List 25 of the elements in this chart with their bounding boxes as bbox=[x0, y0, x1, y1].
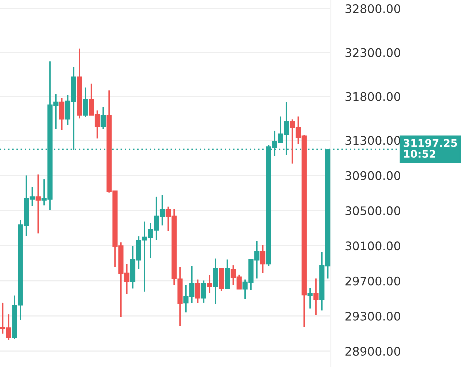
candlestick bbox=[36, 174, 41, 234]
y-tick-label: 28900.00 bbox=[346, 347, 400, 356]
ref-line-label: 31197.25 bbox=[404, 139, 458, 148]
candlestick bbox=[83, 87, 88, 118]
y-tick-label: 30500.00 bbox=[346, 206, 400, 216]
y-tick-label: 29300.00 bbox=[346, 312, 400, 321]
y-tick-label: 30100.00 bbox=[346, 242, 400, 251]
candlestick bbox=[195, 279, 201, 304]
y-tick-label: 29700.00 bbox=[346, 276, 400, 286]
candlestick bbox=[207, 274, 212, 294]
candlestick bbox=[213, 258, 218, 305]
text: 10:52 bbox=[404, 150, 436, 158]
y-tick-label: 31300.00 bbox=[346, 136, 400, 146]
y-tick-label: 32800.00 bbox=[346, 4, 400, 14]
candlestick bbox=[201, 280, 206, 304]
y-tick-label: 30900.00 bbox=[346, 171, 400, 180]
candlestick bbox=[219, 268, 224, 292]
candlestick bbox=[59, 98, 65, 131]
y-tick-label: 32300.00 bbox=[346, 48, 400, 58]
candlestick bbox=[308, 288, 313, 310]
candlestick bbox=[100, 106, 106, 130]
candlestick bbox=[260, 244, 266, 274]
candlestick bbox=[224, 259, 230, 290]
y-tick-label: 31800.00 bbox=[346, 92, 400, 102]
candlestick bbox=[314, 278, 319, 316]
